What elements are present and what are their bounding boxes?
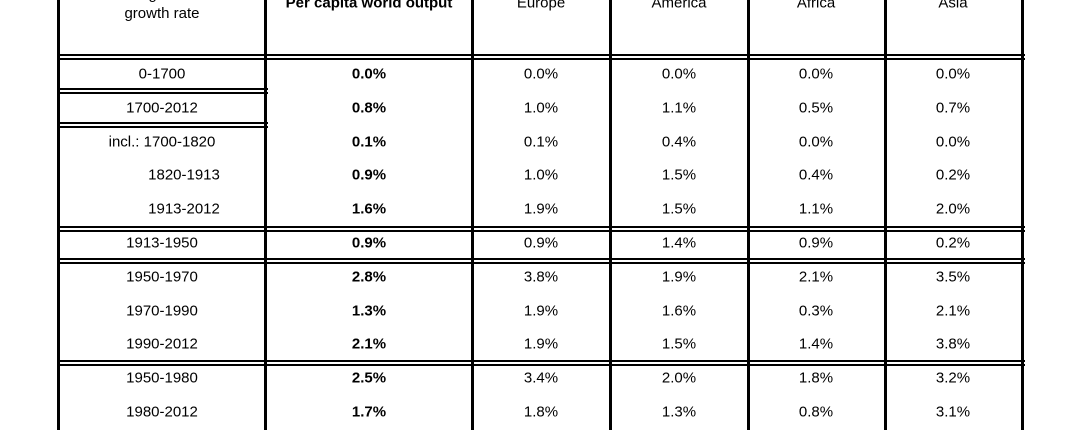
header-cell: America xyxy=(651,0,707,12)
row-label: 1913-2012 xyxy=(148,200,220,218)
row-border xyxy=(58,122,268,124)
value-cell: 0.7% xyxy=(935,99,971,117)
value-cell: 1.9% xyxy=(523,302,559,320)
value-cell: 0.9% xyxy=(798,234,834,252)
row-label: 1950-1970 xyxy=(126,268,198,286)
row-border xyxy=(58,126,268,128)
value-cell: 0.0% xyxy=(351,65,387,83)
row-label: 1990-2012 xyxy=(126,335,198,353)
value-cell: 1.8% xyxy=(798,369,834,387)
row-label: 1950-1980 xyxy=(126,369,198,387)
value-cell: 0.8% xyxy=(798,403,834,421)
value-cell: 0.0% xyxy=(661,65,697,83)
value-cell: 0.5% xyxy=(798,99,834,117)
row-label: 0-1700 xyxy=(138,65,186,83)
row-border xyxy=(58,262,1025,264)
row-border xyxy=(58,258,1025,260)
value-cell: 1.9% xyxy=(661,268,697,286)
value-cell: 0.2% xyxy=(935,234,971,252)
header-cell: Average annual growth rate xyxy=(110,0,215,22)
value-cell: 0.1% xyxy=(351,133,387,151)
value-cell: 0.8% xyxy=(351,99,387,117)
value-cell: 2.5% xyxy=(351,369,387,387)
row-border xyxy=(58,360,1025,362)
value-cell: 0.0% xyxy=(798,133,834,151)
header-cell: Asia xyxy=(938,0,968,12)
value-cell: 0.4% xyxy=(661,133,697,151)
header-cell: Per capita world output xyxy=(285,0,453,12)
value-cell: 1.6% xyxy=(661,302,697,320)
value-cell: 3.2% xyxy=(935,369,971,387)
value-cell: 0.9% xyxy=(351,234,387,252)
column-border xyxy=(884,0,887,430)
value-cell: 0.2% xyxy=(935,166,971,184)
row-border xyxy=(58,54,1025,56)
column-border xyxy=(264,0,267,430)
row-border xyxy=(58,88,268,90)
row-label: incl.: 1700-1820 xyxy=(108,133,216,151)
value-cell: 2.1% xyxy=(935,302,971,320)
column-border xyxy=(471,0,474,430)
value-cell: 0.4% xyxy=(798,166,834,184)
value-cell: 2.8% xyxy=(351,268,387,286)
column-border xyxy=(57,0,60,430)
value-cell: 1.4% xyxy=(798,335,834,353)
value-cell: 1.7% xyxy=(351,403,387,421)
value-cell: 1.6% xyxy=(351,200,387,218)
value-cell: 1.3% xyxy=(351,302,387,320)
row-border xyxy=(58,226,1025,228)
value-cell: 0.0% xyxy=(935,133,971,151)
value-cell: 1.9% xyxy=(523,335,559,353)
value-cell: 0.0% xyxy=(935,65,971,83)
value-cell: 2.1% xyxy=(798,268,834,286)
value-cell: 2.1% xyxy=(351,335,387,353)
column-border xyxy=(1021,0,1024,430)
value-cell: 3.4% xyxy=(523,369,559,387)
value-cell: 3.8% xyxy=(523,268,559,286)
value-cell: 2.0% xyxy=(661,369,697,387)
value-cell: 1.5% xyxy=(661,166,697,184)
value-cell: 1.1% xyxy=(661,99,697,117)
value-cell: 1.8% xyxy=(523,403,559,421)
row-label: 1700-2012 xyxy=(126,99,198,117)
header-cell: Europe xyxy=(516,0,566,12)
value-cell: 1.5% xyxy=(661,200,697,218)
value-cell: 1.3% xyxy=(661,403,697,421)
row-border xyxy=(58,58,1025,60)
value-cell: 1.5% xyxy=(661,335,697,353)
value-cell: 3.5% xyxy=(935,268,971,286)
row-label: 1913-1950 xyxy=(126,234,198,252)
value-cell: 3.8% xyxy=(935,335,971,353)
value-cell: 3.1% xyxy=(935,403,971,421)
value-cell: 1.0% xyxy=(523,166,559,184)
column-border xyxy=(609,0,612,430)
row-border xyxy=(58,364,1025,366)
row-border xyxy=(58,230,1025,232)
value-cell: 0.1% xyxy=(523,133,559,151)
value-cell: 0.0% xyxy=(798,65,834,83)
row-label: 1980-2012 xyxy=(126,403,198,421)
column-border xyxy=(747,0,750,430)
value-cell: 1.1% xyxy=(798,200,834,218)
value-cell: 2.0% xyxy=(935,200,971,218)
row-label: 1820-1913 xyxy=(148,166,220,184)
header-cell: Africa xyxy=(796,0,836,12)
value-cell: 1.0% xyxy=(523,99,559,117)
value-cell: 1.4% xyxy=(661,234,697,252)
value-cell: 0.9% xyxy=(351,166,387,184)
value-cell: 0.0% xyxy=(523,65,559,83)
value-cell: 0.9% xyxy=(523,234,559,252)
value-cell: 0.3% xyxy=(798,302,834,320)
value-cell: 1.9% xyxy=(523,200,559,218)
row-label: 1970-1990 xyxy=(126,302,198,320)
row-border xyxy=(58,92,268,94)
